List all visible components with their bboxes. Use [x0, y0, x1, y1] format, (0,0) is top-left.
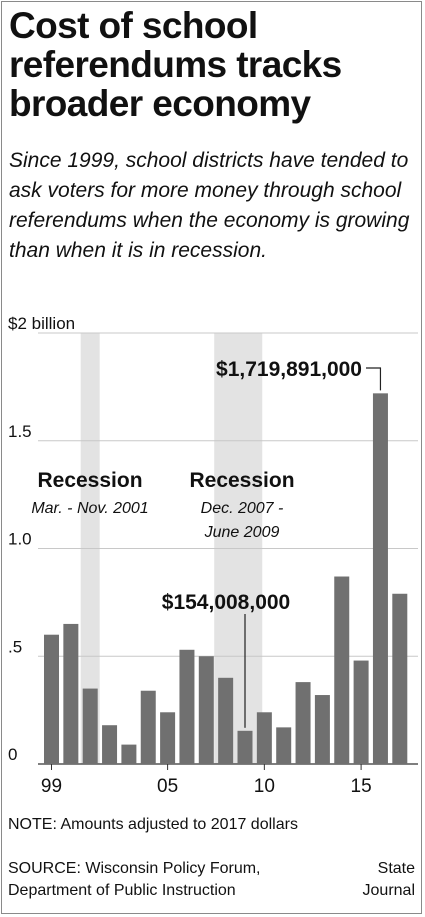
source-line-2: Department of Public Instruction [8, 882, 236, 899]
source-credit: SOURCE: Wisconsin Policy Forum, Departme… [8, 858, 308, 902]
publisher-credit: State Journal [315, 858, 415, 902]
x-tick-label: 15 [351, 776, 372, 797]
recession-dates: June 2009 [204, 524, 280, 541]
y-tick-label: .5 [8, 637, 22, 656]
bar-2001 [82, 688, 98, 764]
bar-2012 [295, 682, 311, 764]
bar-2005 [160, 712, 176, 764]
recession-label: Recession [37, 469, 142, 492]
y-tick-label: 1.5 [8, 422, 32, 441]
x-tick-label: 10 [254, 776, 275, 797]
recession-label: Recession [189, 469, 294, 492]
y-tick-label: 0 [8, 745, 17, 764]
publisher-line-1: State [377, 860, 415, 877]
chart-note: NOTE: Amounts adjusted to 2017 dollars [8, 816, 298, 833]
bar-1999 [44, 634, 59, 764]
y-tick-label: 1.0 [8, 530, 32, 549]
bar-2014 [334, 576, 350, 764]
bar-2008 [218, 677, 234, 764]
bar-2004 [140, 690, 156, 764]
bar-2009 [237, 730, 253, 764]
bar-2010 [256, 712, 272, 764]
bar-2007 [198, 656, 214, 764]
annotation-peak-leader [366, 367, 382, 391]
bar-2003 [121, 744, 137, 764]
bar-2011 [276, 727, 292, 764]
chart-subtitle: Since 1999, school districts have tended… [9, 149, 410, 262]
annotation-peak-label: $1,719,891,000 [216, 358, 362, 381]
source-line-1: SOURCE: Wisconsin Policy Forum, [8, 860, 261, 877]
bar-2002 [102, 725, 118, 764]
bar-2016 [372, 393, 388, 764]
x-tick-label: 99 [41, 776, 62, 797]
bar-2000 [63, 623, 79, 764]
recession-dates: Dec. 2007 - [201, 500, 284, 517]
chart-title: Cost of school referendums tracks broade… [9, 5, 342, 124]
bar-chart: $2 billion 1.5 1.0 .5 0 99 05 10 15 Recession Mar.… [8, 314, 418, 797]
recession-dates: Mar. - Nov. 2001 [31, 500, 148, 517]
publisher-line-2: Journal [362, 882, 415, 899]
bar-2017 [392, 593, 408, 764]
bar-2015 [353, 660, 369, 764]
bar-2013 [314, 695, 330, 764]
y-tick-label: $2 billion [8, 314, 75, 333]
x-tick-label: 05 [157, 776, 178, 797]
annotation-low-label: $154,008,000 [162, 591, 290, 614]
bar-2006 [179, 649, 195, 764]
